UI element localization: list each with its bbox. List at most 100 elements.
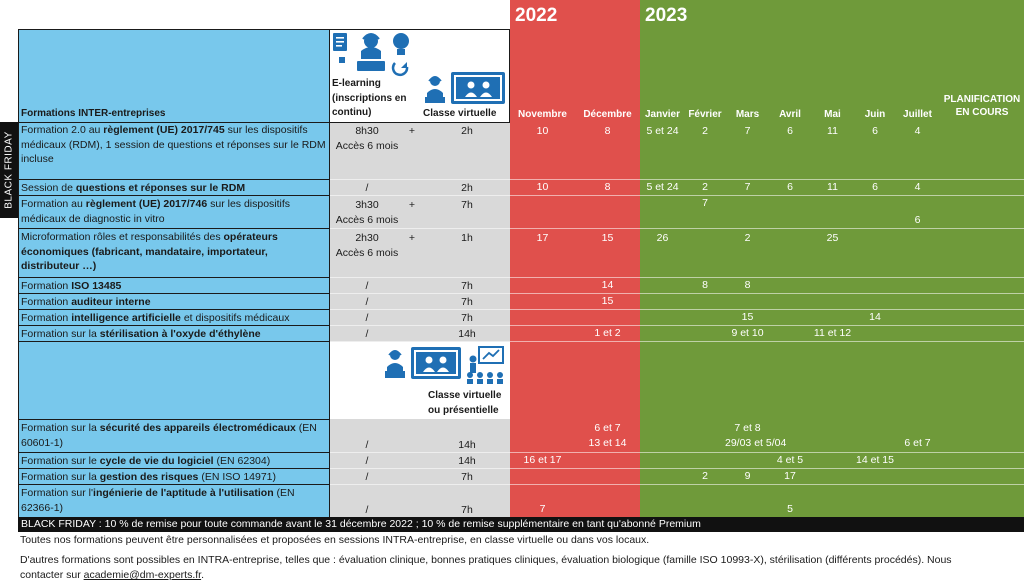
date-avril: 4 et 5 <box>776 454 804 466</box>
course-title-bold: règlement (UE) 2017/745 <box>103 124 225 136</box>
course-title-pre: Microformation rôles et responsabilités … <box>21 231 224 243</box>
course-title-bold: opérateurs économiques (fabricant, manda… <box>21 231 278 272</box>
course-title-pre: Formation sur la <box>21 422 100 434</box>
date-fevrier: 2 <box>702 125 708 137</box>
header-title-cell <box>18 29 330 122</box>
date-fevrier: 2 <box>702 470 708 482</box>
contact-email-link[interactable]: academie@dm-experts.fr <box>83 569 202 581</box>
date-novembre: 16 et 17 <box>523 454 562 466</box>
course-title-pre: Formation <box>21 280 72 292</box>
plus-sign: + <box>408 199 416 211</box>
date-novembre: 7 <box>539 503 546 515</box>
date-novembre: 17 <box>536 232 549 244</box>
black-friday-side-badge: BLACK FRIDAY <box>0 122 18 218</box>
date-fevrier: 7 <box>702 197 708 209</box>
date-avril: 17 <box>784 470 796 482</box>
date-decembre: 6 et 7 <box>594 422 621 434</box>
elearning-header: E-learning (inscriptions en continu) <box>332 78 407 118</box>
format-column-block-1 <box>330 122 510 342</box>
date-juin: 6 <box>872 181 878 193</box>
course-title-bold: stérilisation à l'oxyde d'éthylène <box>99 328 261 340</box>
date-decembre-second: 13 et 14 <box>588 437 627 449</box>
date-fevrier: 2 <box>702 181 708 193</box>
course-title-post: sur les dispositifs médicaux (RDM), 1 se… <box>21 124 326 165</box>
date-mai: 11 et 12 <box>813 327 852 339</box>
date-janvier: 26 <box>656 232 669 244</box>
classe-duration: 14h <box>458 439 476 451</box>
classe-duration: 7h <box>461 280 473 292</box>
classe-duration: 7h <box>461 296 473 308</box>
course-title-pre: Formation <box>21 296 72 308</box>
elearning-duration: / <box>365 471 369 483</box>
course-title-bold: ISO 13485 <box>71 280 122 292</box>
course-title-pre: Formation au <box>21 198 86 210</box>
date-decembre: 1 et 2 <box>594 327 621 339</box>
date-mai: 25 <box>826 232 839 244</box>
course-title-pre: Formation sur la <box>21 328 100 340</box>
course-title: Formation sur l'ingénierie de l'aptitude… <box>19 486 329 518</box>
course-title-bold: questions et réponses sur le RDM <box>75 182 246 194</box>
course-title-pre: Formation sur le <box>21 455 100 467</box>
elearning-duration: 2h30 <box>355 232 379 244</box>
elearning-icons <box>331 29 411 77</box>
date-fevrier: 8 <box>702 279 708 291</box>
elearning-duration: / <box>365 455 369 467</box>
date-decembre: 15 <box>601 295 614 307</box>
date-mars: 9 <box>744 470 751 482</box>
elearning-duration: 3h30 <box>355 199 379 211</box>
month-header-novembre: Novembre <box>518 109 567 120</box>
month-header-juillet: Juillet <box>903 109 932 120</box>
courses-block-1 <box>18 122 330 342</box>
course-title-post: et dispositifs médicaux <box>180 312 290 324</box>
date-avril: 6 <box>787 181 793 193</box>
date-mars: 7 <box>744 125 751 137</box>
note-personalisation: Toutes nos formations peuvent être perso… <box>20 534 650 546</box>
course-title: Formation sur la gestion des risques (EN… <box>19 470 329 485</box>
classe-duration: 7h <box>461 471 473 483</box>
date-novembre: 10 <box>536 125 549 137</box>
date-mars: 9 et 10 <box>731 327 764 339</box>
date-janvier: 5 et 24 <box>646 181 679 193</box>
course-title-bold: sécurité des appareils électromédicaux <box>99 422 296 434</box>
course-title-pre: Formation <box>21 312 72 324</box>
course-title: Formation 2.0 au règlement (UE) 2017/745… <box>19 123 329 180</box>
month-header-juin: Juin <box>864 109 886 120</box>
date-avril: 6 <box>787 125 793 137</box>
course-title: Formation ISO 13485 <box>19 279 329 294</box>
date-juillet: 4 <box>914 125 921 137</box>
formations-header: Formations INTER-entreprises <box>21 108 166 119</box>
course-title: Session de questions et réponses sur le … <box>19 181 329 196</box>
course-title-bold: auditeur interne <box>71 296 151 308</box>
date-juillet: 4 <box>914 181 921 193</box>
course-title-pre: Formation 2.0 au <box>21 124 104 136</box>
course-title: Formation intelligence artificielle et d… <box>19 311 329 326</box>
classe-presentielle-header: Classe virtuelle ou présentielle <box>428 390 502 416</box>
date-juin: 14 et 15 <box>856 454 894 466</box>
course-title-post: sur les dispositifs médicaux de diagnost… <box>21 198 291 225</box>
date-decembre: 14 <box>601 279 614 291</box>
course-title-post: (EN 60601-1) <box>21 422 317 449</box>
elearning-duration: / <box>365 312 369 324</box>
date-decembre: 15 <box>601 232 614 244</box>
classe-presentielle-icons <box>385 345 505 385</box>
course-title-bold: règlement (UE) 2017/746 <box>85 198 208 210</box>
date-juillet: 6 <box>914 214 921 226</box>
date-mars: 7 et 8 <box>734 422 761 434</box>
year-2023-column <box>640 0 1024 517</box>
classe-duration: 14h <box>458 328 476 340</box>
course-title-pre: Formation sur la <box>21 471 100 483</box>
elearning-duration: / <box>365 504 369 516</box>
date-avril: 5 <box>787 503 793 515</box>
course-title: Formation sur le cycle de vie du logicie… <box>19 454 329 469</box>
elearning-duration: / <box>365 280 369 292</box>
date-decembre: 8 <box>604 125 611 137</box>
date-janvier: 5 et 24 <box>646 125 679 137</box>
elearning-duration: / <box>365 296 369 308</box>
course-title-post: (EN 62304) <box>213 455 271 467</box>
month-header-mai: Mai <box>824 109 841 120</box>
plus-sign: + <box>408 232 416 244</box>
note-contact: contacter sur academie@dm-experts.fr. <box>20 569 205 581</box>
month-header-avril: Avril <box>779 109 801 120</box>
month-header-janvier: Janvier <box>644 109 681 120</box>
